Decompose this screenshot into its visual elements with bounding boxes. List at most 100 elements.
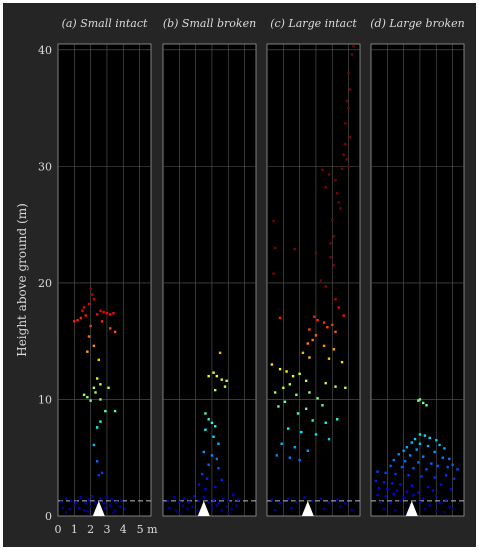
data-point	[337, 201, 340, 204]
data-point	[382, 507, 386, 511]
data-point	[327, 173, 331, 176]
data-point	[308, 391, 311, 394]
data-point	[405, 446, 409, 449]
data-point	[306, 342, 309, 345]
data-point	[386, 487, 389, 491]
data-point	[342, 314, 345, 317]
data-point	[187, 500, 191, 504]
data-point	[352, 45, 355, 48]
data-point	[301, 351, 305, 355]
data-point	[405, 490, 409, 493]
data-point	[174, 508, 178, 512]
data-point	[435, 510, 438, 513]
data-point	[215, 374, 219, 378]
data-point	[331, 218, 334, 222]
data-point	[295, 393, 298, 396]
data-point	[379, 500, 382, 504]
data-point	[412, 467, 415, 470]
data-point	[118, 505, 122, 508]
data-point	[344, 143, 347, 146]
data-point	[220, 378, 223, 381]
data-point	[231, 493, 235, 497]
data-point	[377, 486, 381, 490]
data-point	[84, 314, 87, 317]
data-point	[408, 503, 412, 506]
data-point	[423, 507, 427, 511]
data-point	[322, 344, 326, 348]
data-point	[435, 439, 438, 442]
data-point	[340, 360, 344, 364]
data-point	[382, 481, 386, 484]
data-point	[99, 383, 102, 386]
data-point	[275, 454, 278, 457]
data-point	[120, 499, 123, 503]
data-point	[86, 510, 89, 513]
data-point	[417, 399, 420, 402]
data-point	[273, 391, 277, 394]
data-point	[316, 319, 319, 322]
data-point	[99, 420, 102, 423]
data-point	[340, 167, 344, 170]
data-point	[308, 328, 311, 331]
data-point	[456, 468, 459, 471]
data-point	[441, 456, 444, 459]
data-point	[200, 472, 204, 476]
data-point	[212, 371, 215, 374]
data-point	[407, 474, 410, 477]
data-point	[235, 504, 238, 507]
data-point	[73, 504, 76, 507]
data-point	[173, 496, 176, 499]
data-point	[350, 508, 354, 512]
data-point	[202, 496, 205, 499]
data-point	[400, 465, 404, 469]
data-point	[430, 462, 433, 465]
data-point	[324, 421, 327, 424]
data-point	[412, 493, 415, 497]
data-point	[319, 279, 323, 282]
data-point	[99, 309, 102, 313]
data-point	[410, 484, 413, 487]
data-point	[104, 506, 107, 510]
data-point	[105, 496, 109, 499]
data-point	[436, 464, 440, 468]
data-point	[347, 106, 350, 110]
data-point	[202, 450, 205, 454]
data-point	[295, 500, 298, 504]
data-point	[322, 321, 326, 324]
data-point	[345, 99, 349, 103]
data-point	[431, 489, 435, 492]
data-point	[413, 437, 417, 441]
data-point	[91, 293, 94, 296]
data-point	[214, 425, 217, 428]
data-point	[433, 476, 436, 479]
triangle-marker	[405, 501, 418, 516]
data-point	[329, 256, 332, 259]
data-point	[451, 507, 454, 511]
panel-title: (b) Small broken	[163, 17, 256, 30]
data-point	[314, 251, 318, 254]
data-point	[453, 477, 456, 480]
data-point	[95, 313, 99, 316]
data-point	[422, 401, 425, 405]
panel-title: (c) Large intact	[270, 17, 357, 30]
data-point	[420, 475, 423, 478]
data-point	[326, 326, 329, 329]
data-point	[444, 498, 448, 501]
data-point	[113, 409, 117, 413]
data-point	[214, 388, 217, 392]
data-point	[404, 460, 407, 463]
data-point	[210, 506, 214, 510]
data-point	[178, 500, 181, 504]
data-point	[308, 356, 311, 359]
data-point	[304, 407, 308, 410]
data-point	[335, 191, 339, 195]
data-point	[92, 443, 96, 447]
data-point	[73, 320, 76, 323]
data-point	[448, 505, 451, 508]
data-point	[392, 492, 396, 496]
data-point	[166, 499, 170, 503]
data-point	[95, 460, 99, 463]
x-tick-label: 0	[55, 523, 62, 536]
data-point	[331, 323, 334, 327]
